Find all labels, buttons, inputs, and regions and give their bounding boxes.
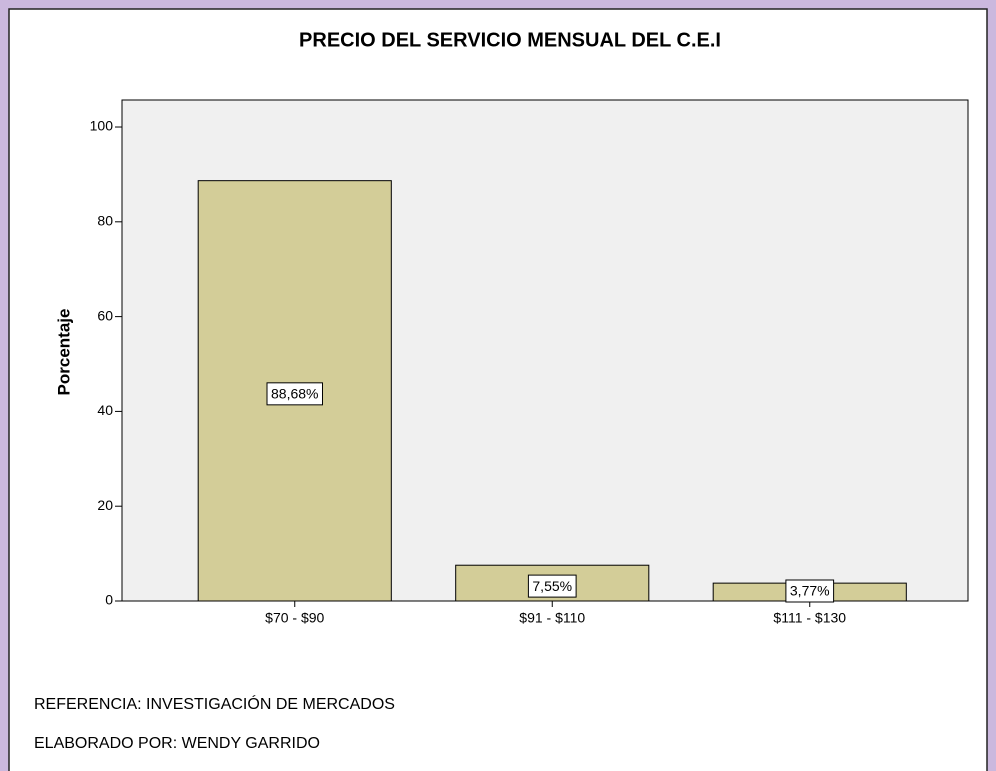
data-label: 88,68% — [271, 386, 318, 402]
data-label-box — [785, 579, 835, 603]
x-tick-label: $91 - $110 — [519, 610, 585, 626]
y-tick-label: 20 — [97, 497, 113, 513]
chart-title: PRECIO DEL SERVICIO MENSUAL DEL C.E.I — [299, 29, 721, 51]
y-tick-label: 40 — [97, 402, 113, 418]
data-label: 3,77% — [790, 583, 830, 599]
x-tick-label: $70 - $90 — [265, 610, 324, 626]
annotation: REFERENCIA: INVESTIGACIÓN DE MERCADOS — [34, 694, 395, 713]
annotation: ELABORADO POR: WENDY GARRIDO — [34, 735, 320, 752]
y-tick-label: 80 — [97, 213, 113, 229]
y-tick-label: 60 — [97, 307, 113, 323]
y-tick-label: 0 — [105, 592, 113, 608]
y-axis-label: Porcentaje — [54, 309, 73, 396]
x-tick-label: $111 - $130 — [773, 610, 846, 626]
data-label: 7,55% — [532, 578, 572, 594]
data-label-box — [527, 574, 577, 598]
y-tick-label: 100 — [90, 118, 114, 134]
data-label-box — [266, 382, 323, 406]
